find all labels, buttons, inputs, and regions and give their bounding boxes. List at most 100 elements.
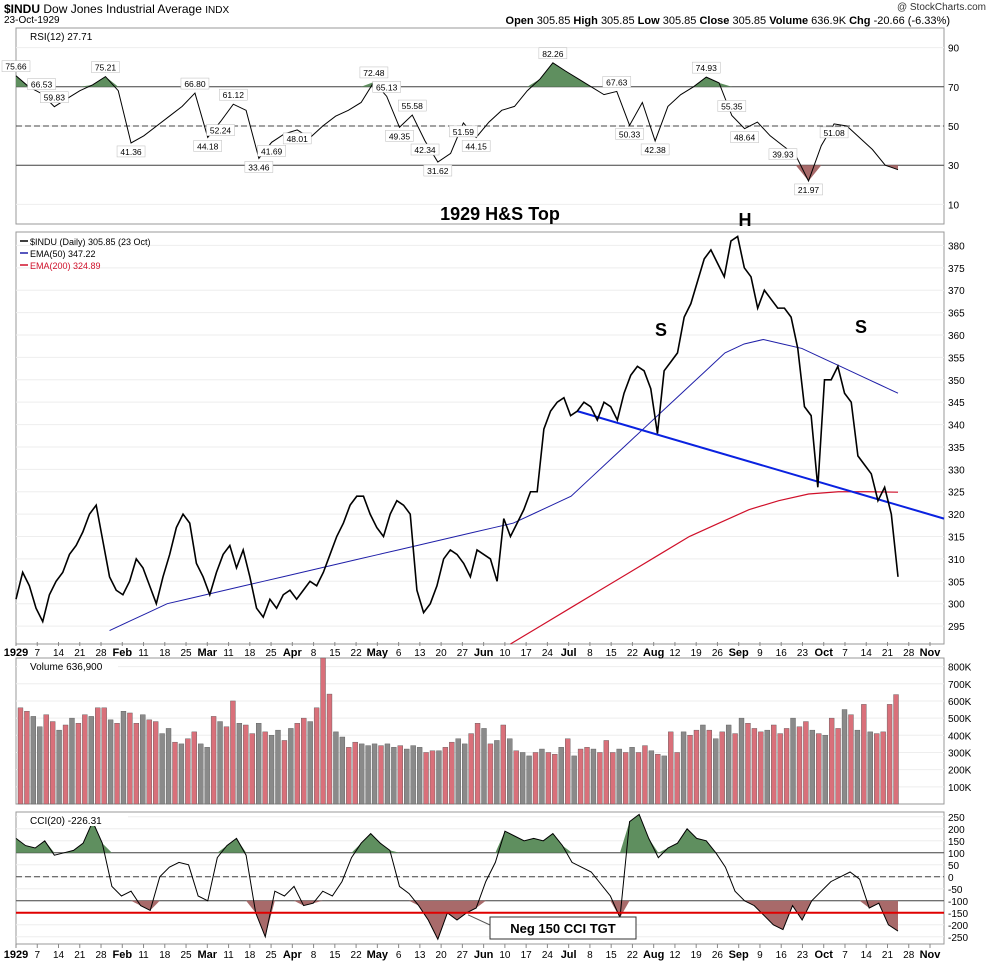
volume-bar [429,750,436,805]
volume-bar [410,745,416,805]
rsi-data-label-box [206,124,235,136]
rsi-data-label-box [359,66,389,79]
volume-bar [796,726,803,805]
chart-title-line: $INDU Dow Jones Industrial Average INDX [4,2,229,16]
volume-label: Volume [769,15,809,27]
volume-bar [346,747,352,805]
chg-value: -20.66 (-6.33%) [873,15,950,27]
price-y-tick-label: 375 [948,264,965,275]
volume-y-tick-label: 400K [948,731,972,742]
cci-y-tick-label: 150 [948,837,965,848]
cci-legend-bg [18,814,128,826]
cci-x-axis-label: Nov [920,949,942,961]
price-x-axis-label: 28 [903,648,915,659]
volume-bar [500,724,506,805]
volume-bar [616,748,622,805]
volume-bar [320,657,326,805]
rsi-data-label: 75.21 [95,63,117,73]
rsi-data-label-box [692,61,721,74]
close-value: 305.85 [732,15,767,27]
cci-target-callout: Neg 150 CCI TGT [510,921,616,936]
volume-bar [24,711,30,805]
rsi-data-label-box [819,126,849,139]
cci-callout-pointer [467,914,491,926]
volume-bar [56,729,62,805]
price-legend-entry: EMA(50) 347.22 [30,249,96,259]
ema200-line [510,491,899,645]
price-x-axis-label: 12 [669,648,681,659]
cci-y-tick-label: -50 [948,885,963,896]
volume-bar [719,731,725,805]
volume-bar [217,721,223,805]
price-y-tick-label: 370 [948,286,965,297]
price-y-tick-label: 360 [948,331,965,342]
volume-bar [526,755,532,805]
volume-bar [371,743,378,805]
volume-bar [590,748,597,805]
volume-bar [82,714,88,805]
rsi-data-label-box [730,131,759,143]
price-x-axis-label: 20 [436,648,448,659]
symbol: $INDU [4,2,41,16]
rsi-overbought-fill [16,62,898,87]
volume-bar [841,709,848,805]
volume-bar [771,724,777,805]
volume-bar [62,724,69,805]
volume-bar [95,707,101,805]
volume-bar [152,721,159,805]
volume-bar [803,721,809,805]
cci-x-axis-label: 14 [861,950,873,961]
cci-y-tick-label: 250 [948,813,965,824]
hs-annotation-s-0: S [655,320,667,340]
rsi-data-label: 42.34 [414,145,436,155]
rsi-data-label: 48.01 [287,134,309,144]
volume-bar [507,738,513,805]
price-x-axis-label: Aug [643,647,664,659]
price-x-axis-label: May [367,647,389,659]
cci-x-axis-label: 16 [776,950,788,961]
price-x-axis-label: 7 [34,648,40,659]
open-label: Open [505,15,534,27]
volume-bar [37,726,43,805]
volume-bar [725,724,732,805]
cci-y-tick-label: 0 [948,873,954,884]
volume-bar [236,723,243,805]
price-x-axis-label: 6 [396,648,402,659]
volume-bar [275,729,281,805]
rsi-y-tick-label: 30 [948,161,960,172]
rsi-data-label-box [219,88,248,101]
volume-bar [88,716,94,805]
volume-bar [449,741,455,805]
volume-value: 636.9K [811,15,847,27]
price-line [15,235,899,624]
volume-bar [30,716,37,805]
price-y-tick-label: 295 [948,622,965,633]
volume-bar [165,728,172,805]
rsi-data-label: 61.12 [223,90,245,100]
price-y-tick-label: 325 [948,488,965,499]
cci-x-axis-label: Jul [561,949,577,961]
rsi-data-label-box [27,78,56,90]
cci-x-axis-label: 21 [74,950,86,961]
rsi-data-label: 44.18 [197,141,219,151]
rsi-data-label: 51.59 [453,127,475,137]
ohlc-readout: Open 305.85 High 305.85 Low 305.85 Close… [506,15,950,27]
price-y-tick-label: 320 [948,510,965,521]
volume-bar [816,733,822,805]
volume-bar [120,711,127,805]
volume-bar [577,748,584,805]
volume-bar [191,731,197,805]
volume-bar [893,694,899,805]
price-panel-frame [15,231,945,645]
volume-bar [262,731,268,805]
cci-x-axis-label: Mar [198,949,218,961]
volume-bar [268,735,275,805]
price-x-axis-label: 11 [223,648,234,659]
volume-bar [777,733,783,805]
cci-x-axis-label: 9 [757,950,763,961]
cci-x-axis-label: 22 [627,950,639,961]
rsi-data-label: 66.53 [31,80,53,90]
volume-bar [565,738,571,805]
price-y-tick-label: 340 [948,421,965,432]
rsi-data-label: 39.93 [772,150,794,160]
